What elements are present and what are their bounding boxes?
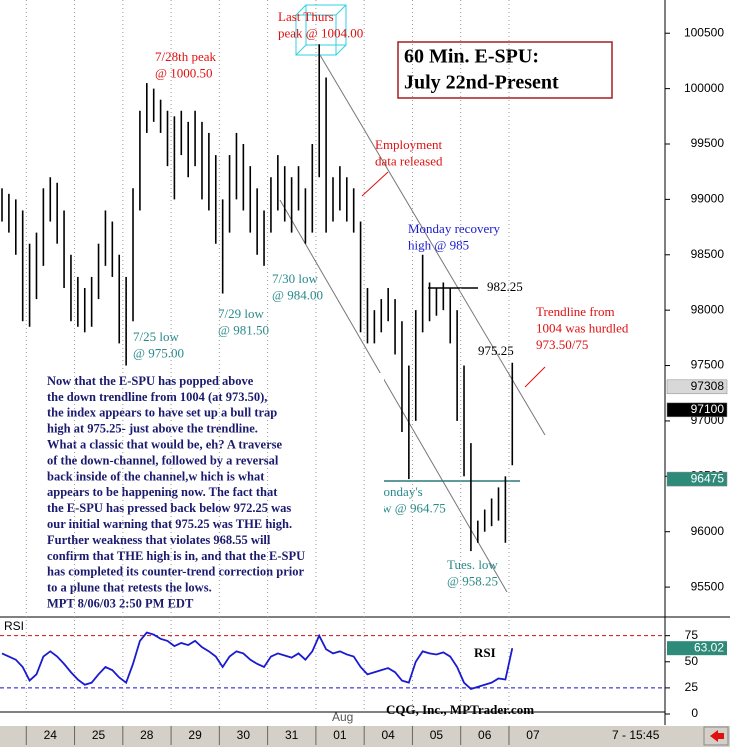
annotation: 973.50/75: [536, 337, 588, 352]
annotation: 7/28th peak: [155, 49, 217, 64]
price-marker: [666, 471, 728, 487]
annotation: 1004 was hurdled: [536, 320, 629, 335]
commentary-line: Now that the E-SPU has popped above: [47, 374, 254, 388]
annotation: low @ 964.75: [372, 500, 446, 515]
price-marker-label: 97100: [691, 402, 725, 416]
commentary-bg: [44, 373, 384, 615]
x-tick-label: 06: [478, 728, 492, 742]
y-tick-label: 25: [685, 680, 699, 694]
commentary-line: the index appears to have set up a bull …: [47, 406, 277, 420]
price-marker-label: 96475: [691, 471, 725, 485]
x-tick-label: 01: [333, 728, 347, 742]
y-tick-label: 98500: [691, 247, 725, 261]
commentary-line: back inside of the channel,w hich is wha…: [47, 469, 265, 483]
annotation: Last Thurs: [278, 9, 334, 24]
y-tick-label: 98000: [691, 302, 725, 316]
annotation: high @ 985: [408, 237, 469, 252]
source-label: CQG, Inc., MPTrader.com: [386, 702, 534, 717]
chart-subtitle: July 22nd-Present: [404, 72, 559, 94]
trendline: [319, 54, 546, 436]
x-tick-label: 04: [381, 728, 395, 742]
y-tick-label: 75: [685, 628, 699, 642]
leader-line: [524, 366, 546, 388]
commentary-line: to a plune that retests the lows.: [47, 581, 212, 595]
price-marker: [666, 379, 728, 395]
month-label: Aug: [332, 710, 353, 724]
arrow-icon: [710, 730, 724, 742]
annotation: @ 984.00: [272, 287, 323, 302]
y-tick-label: 100500: [684, 25, 724, 39]
chart-title: 60 Min. E-SPU:: [404, 46, 539, 68]
x-tick-label: 29: [188, 728, 202, 742]
y-tick-label: 99500: [691, 136, 725, 150]
annotation: peak @ 1004.00: [278, 25, 363, 40]
x-tick-label: 07: [526, 728, 540, 742]
leader-line: [361, 171, 389, 197]
x-tick-label: 05: [430, 728, 444, 742]
commentary-line: the E-SPU has pressed back below 972.25 …: [47, 501, 291, 515]
x-tick-label: 24: [44, 728, 58, 742]
cube-icon: [295, 4, 347, 56]
commentary-line: of the down-channel, followed by a rever…: [47, 453, 279, 467]
value-marker: [667, 641, 727, 656]
commentary-line: appears to be happening now. The fact th…: [47, 485, 278, 499]
value-marker-label: 63.02: [694, 640, 724, 654]
date-strip: [0, 726, 730, 747]
y-tick-label: 100000: [684, 81, 724, 95]
x-tick-label: 28: [140, 728, 154, 742]
commentary-line: Further weakness that violates 968.55 wi…: [47, 533, 271, 547]
commentary-line: high at 975.25- just above the trendline…: [47, 422, 258, 436]
y-tick-label: 95500: [691, 579, 725, 593]
series-label: RSI: [474, 645, 496, 660]
y-tick-label: 96000: [691, 524, 725, 538]
annotation: @ 981.50: [218, 322, 269, 337]
annotation: Monday's: [372, 484, 423, 499]
y-tick-label: 99000: [691, 192, 725, 206]
annotation: data released: [375, 153, 443, 168]
y-tick-label: 97500: [691, 358, 725, 372]
annotation: @ 958.25: [447, 573, 498, 588]
annotation: 982.25: [487, 279, 523, 294]
trendline: [279, 199, 508, 593]
title-box: [397, 41, 613, 99]
annotation: 7/30 low: [272, 271, 318, 286]
annotation: 7/29 low: [218, 306, 264, 321]
annotation: Employment: [375, 137, 443, 152]
time-label: 7 - 15:45: [612, 728, 660, 742]
annotation: 975.25: [478, 343, 514, 358]
annotation: Trendline from: [536, 304, 615, 319]
commentary-line: confirm that THE high is in, and that th…: [47, 549, 305, 563]
annotation: Monday recovery: [408, 221, 501, 236]
annotation: @ 1000.50: [155, 65, 212, 80]
x-tick-label: 30: [237, 728, 251, 742]
commentary-line: the down trendline from 1004 (at 973.50)…: [47, 390, 267, 404]
panel-title: RSI: [4, 619, 24, 633]
commentary-line: What a classic that would be, eh? A trav…: [47, 437, 283, 451]
commentary-line: our initial warning that 975.25 was THE …: [47, 517, 292, 531]
x-tick-label: 25: [92, 728, 106, 742]
annotation: Tues. low: [447, 557, 498, 572]
y-tick-label: 50: [685, 654, 699, 668]
rsi-line: [1, 631, 514, 690]
commentary-line: has completed its counter-trend correcti…: [47, 565, 304, 579]
y-tick-label: 0: [691, 706, 698, 720]
price-marker: [666, 402, 728, 418]
annotation: @ 975.00: [133, 345, 184, 360]
price-marker-label: 97308: [691, 379, 725, 393]
x-tick-label: 31: [285, 728, 299, 742]
commentary-line: MPT 8/06/03 2:50 PM EDT: [47, 596, 194, 610]
annotation: 7/25 low: [133, 329, 179, 344]
